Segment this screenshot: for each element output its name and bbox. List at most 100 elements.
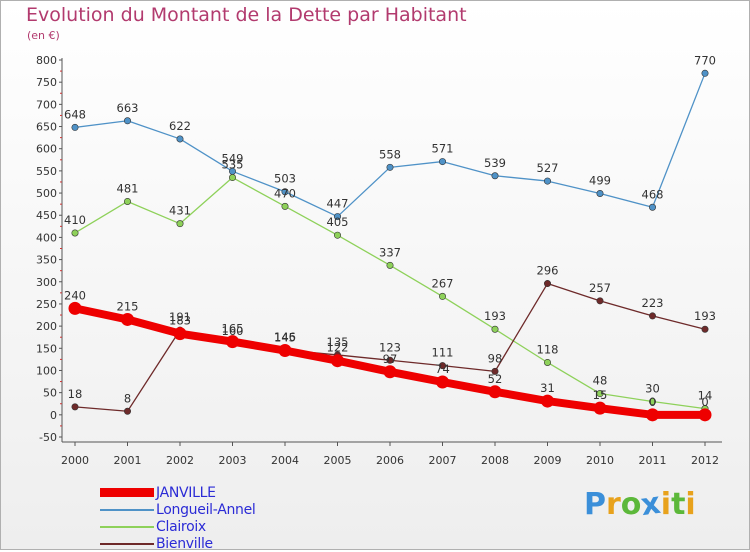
data-point: [596, 190, 604, 198]
data-label: 98: [488, 351, 503, 365]
data-point: [491, 367, 499, 375]
x-tick-label: 2005: [324, 454, 352, 467]
data-label: 122: [327, 341, 349, 355]
data-point: [491, 172, 499, 180]
data-point: [436, 375, 449, 389]
data-label: 468: [642, 187, 664, 201]
data-label: 447: [327, 197, 349, 211]
chart-subtitle: (en €): [27, 29, 60, 42]
data-point: [68, 301, 82, 315]
data-point: [71, 229, 79, 237]
data-point: [124, 407, 132, 415]
data-point: [383, 365, 397, 379]
data-label: 410: [64, 213, 86, 227]
y-tick-label: 50: [43, 387, 57, 400]
data-label: 405: [327, 215, 349, 229]
x-tick-label: 2001: [114, 454, 142, 467]
data-label: 52: [488, 372, 503, 386]
data-point: [71, 123, 79, 131]
proxiti-logo: Proxiti: [584, 485, 696, 524]
data-label: 622: [169, 119, 191, 133]
logo-letter: x: [639, 485, 664, 524]
y-tick-label: 750: [36, 76, 57, 89]
data-label: 183: [169, 314, 191, 328]
x-tick-label: 2007: [429, 454, 457, 467]
legend-swatch: [100, 508, 154, 511]
series-janville: [68, 301, 712, 422]
data-label: 18: [68, 387, 83, 401]
data-point: [596, 297, 604, 305]
x-tick-label: 2002: [166, 454, 194, 467]
data-label: 191: [169, 310, 191, 324]
data-point: [701, 69, 709, 77]
data-label: 160: [222, 324, 244, 338]
data-label: 549: [222, 151, 244, 165]
y-tick-label: 0: [50, 409, 57, 422]
logo-letter: i: [685, 487, 696, 522]
legend-swatch: [100, 488, 154, 497]
data-point: [543, 358, 551, 366]
logo-letter: t: [671, 487, 686, 522]
data-point: [229, 174, 237, 182]
data-label: 30: [645, 382, 660, 396]
legend-item: Bienville: [100, 535, 256, 552]
y-tick-label: 500: [36, 187, 57, 200]
series-clairoix: [71, 174, 709, 413]
legend-label: Bienville: [156, 535, 213, 552]
data-point: [386, 163, 394, 171]
y-tick-label: 700: [36, 98, 57, 111]
y-tick-label: -50: [39, 431, 57, 444]
line-chart: -500501001502002503003504004505005506006…: [36, 53, 722, 467]
x-tick-label: 2003: [219, 454, 247, 467]
legend-item: Longueil-Annel: [100, 501, 256, 518]
data-point: [543, 177, 551, 185]
data-point: [541, 394, 554, 408]
data-label: 135: [327, 335, 349, 349]
data-label: 571: [432, 142, 454, 156]
data-label: 15: [593, 388, 608, 402]
x-tick-label: 2006: [376, 454, 404, 467]
data-point: [596, 390, 604, 398]
series-longueil-annel: [71, 69, 709, 221]
data-label: 770: [694, 53, 716, 67]
data-label: 123: [379, 340, 401, 354]
data-point: [121, 312, 134, 326]
data-label: 527: [537, 161, 559, 175]
y-tick-label: 450: [36, 209, 57, 222]
data-label: 558: [379, 147, 401, 161]
data-point: [386, 356, 394, 364]
data-label: 481: [117, 181, 139, 195]
data-point: [281, 202, 289, 210]
data-point: [438, 362, 446, 370]
y-tick-label: 800: [36, 54, 57, 67]
data-label: 0: [649, 395, 656, 409]
y-tick-label: 250: [36, 298, 57, 311]
data-label: 118: [537, 342, 559, 356]
x-tick-label: 2000: [61, 454, 89, 467]
data-label: 535: [222, 158, 244, 172]
data-point: [71, 403, 79, 411]
data-label: 8: [124, 391, 131, 405]
data-label: 14: [698, 389, 713, 403]
data-point: [648, 312, 656, 320]
data-point: [173, 327, 187, 341]
data-label: 111: [432, 346, 454, 360]
logo-letter: r: [606, 487, 621, 522]
data-point: [491, 325, 499, 333]
data-label: 257: [589, 281, 611, 295]
data-label: 499: [589, 174, 611, 188]
data-label: 539: [484, 156, 506, 170]
data-label: 74: [435, 362, 450, 376]
x-tick-label: 2009: [534, 454, 562, 467]
data-label: 503: [274, 172, 296, 186]
data-label: 240: [64, 288, 86, 302]
data-point: [124, 197, 132, 205]
data-label: 48: [593, 374, 608, 388]
data-label: 470: [274, 186, 296, 200]
legend-swatch: [100, 525, 154, 528]
data-point: [281, 188, 289, 196]
logo-letter: P: [584, 487, 606, 522]
y-tick-label: 150: [36, 342, 57, 355]
data-point: [386, 261, 394, 269]
